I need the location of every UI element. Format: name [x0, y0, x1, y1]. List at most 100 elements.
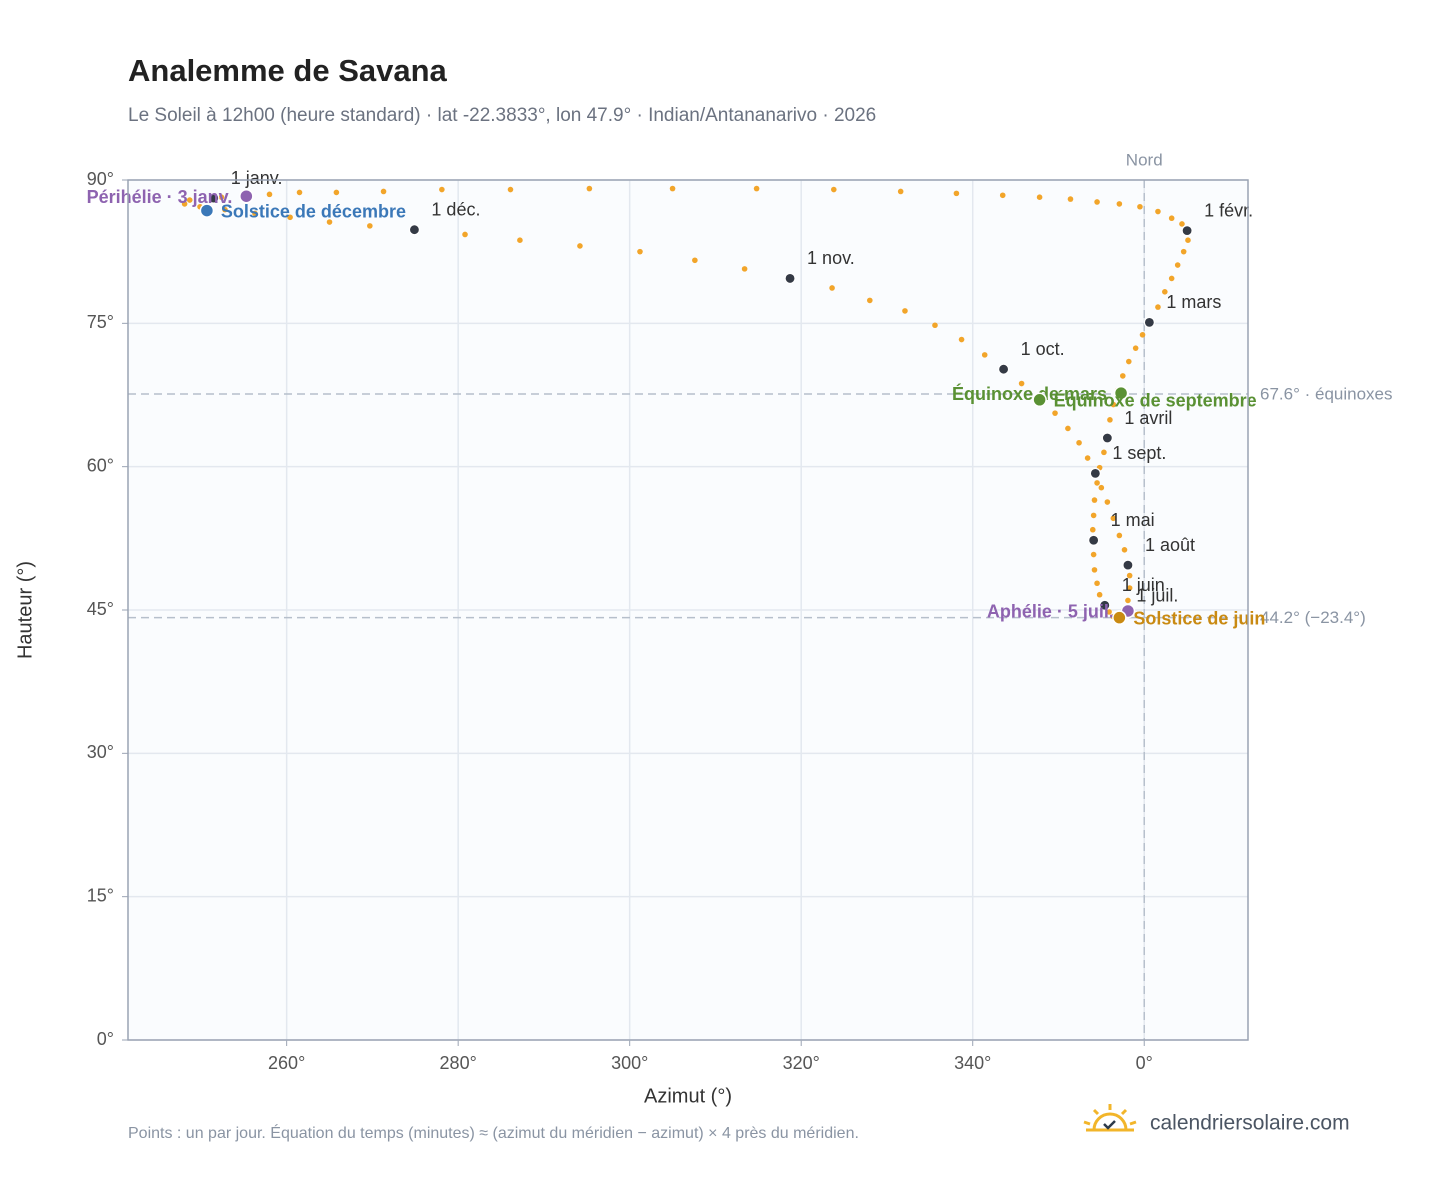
y-tick-label: 75°	[87, 312, 114, 332]
sun-position	[669, 185, 676, 192]
sun-position	[1090, 551, 1097, 558]
x-tick-label: 320°	[783, 1053, 820, 1073]
month-label: 1 avril	[1124, 408, 1172, 428]
month-label: 1 juin	[1122, 575, 1165, 595]
x-tick-label: 0°	[1136, 1053, 1153, 1073]
event-label: Équinoxe de septembre	[1054, 390, 1257, 411]
sun-position	[507, 186, 514, 193]
sun-position	[958, 336, 965, 343]
sun-position	[296, 189, 303, 196]
sun-position	[1168, 215, 1175, 222]
month-label: 1 août	[1145, 535, 1195, 555]
x-axis-title: Azimut (°)	[644, 1085, 732, 1107]
month-marker	[1122, 559, 1134, 571]
sun-position	[380, 188, 387, 195]
event-label: Aphélie · 5 juil.	[987, 602, 1114, 622]
month-marker	[408, 224, 421, 236]
sun-position	[637, 248, 643, 255]
event-label: Solstice de décembre	[221, 201, 406, 221]
sun-position	[1174, 262, 1181, 268]
month-marker	[1181, 225, 1193, 237]
sun-position	[1155, 208, 1161, 215]
month-label: 1 nov.	[807, 248, 855, 268]
sun-position	[517, 237, 523, 243]
footnote: Points : un par jour. Équation du temps …	[128, 1123, 859, 1142]
sun-position	[1018, 380, 1025, 387]
sun-position	[1065, 425, 1071, 432]
month-marker	[997, 363, 1010, 375]
month-label: 1 mars	[1166, 292, 1221, 312]
x-tick-label: 260°	[268, 1053, 305, 1073]
sun-position	[829, 285, 835, 291]
month-label: 1 sept.	[1112, 443, 1166, 463]
x-tick-label: 300°	[611, 1053, 648, 1073]
month-marker	[1088, 534, 1100, 546]
sun-position	[1116, 201, 1123, 207]
sun-position	[1107, 417, 1113, 423]
sun-position	[741, 266, 748, 272]
event-marker	[1032, 392, 1047, 408]
month-label: 1 oct.	[1021, 339, 1065, 359]
event-marker	[1112, 610, 1127, 625]
event-label: Périhélie · 3 janv.	[87, 187, 233, 207]
reference-label: 67.6° · équinoxes	[1260, 385, 1393, 404]
month-label: 1 mai	[1111, 510, 1155, 530]
y-tick-label: 90°	[87, 169, 114, 189]
sun-position	[1137, 203, 1143, 210]
sun-position	[1125, 358, 1132, 365]
month-marker	[1099, 599, 1111, 611]
chart-title: Analemme de Savana	[128, 53, 448, 88]
sun-position	[1185, 237, 1191, 243]
sun-position	[1110, 515, 1117, 522]
sun-position	[1126, 585, 1133, 591]
event-label: Solstice de juin	[1133, 608, 1265, 628]
sun-position	[830, 186, 837, 193]
sun-position	[1119, 373, 1126, 379]
month-marker	[784, 272, 796, 285]
sun-position	[1067, 196, 1074, 202]
sun-position	[1168, 275, 1175, 282]
sun-position	[1090, 512, 1097, 519]
reference-label: 44.2° (−23.4°)	[1260, 608, 1366, 627]
month-marker	[1101, 432, 1113, 444]
sun-position	[1052, 410, 1058, 416]
sun-position	[439, 186, 445, 193]
sun-position	[692, 257, 698, 264]
month-marker	[1143, 316, 1155, 328]
sun-position	[953, 190, 960, 197]
month-label: 1 déc.	[431, 199, 480, 219]
sun-position	[266, 191, 273, 198]
month-label: 1 juil.	[1136, 585, 1178, 605]
sun-position	[1121, 547, 1128, 553]
y-tick-label: 45°	[87, 599, 114, 619]
sun-position	[1096, 591, 1103, 598]
y-axis-title: Hauteur (°)	[14, 561, 36, 659]
sun-position	[1091, 497, 1098, 503]
sun-position	[1180, 248, 1187, 255]
sun-position	[181, 201, 188, 207]
sun-position	[897, 188, 904, 195]
sun-position	[186, 197, 193, 203]
sun-position	[326, 219, 333, 225]
sun-position	[999, 192, 1006, 199]
sun-position	[287, 214, 293, 221]
sun-position	[1106, 609, 1112, 615]
brand-logo	[1083, 1104, 1137, 1132]
sun-position	[462, 231, 468, 238]
sun-position	[252, 210, 258, 217]
meridian-label: Nord	[1126, 150, 1163, 169]
sun-position	[586, 185, 593, 192]
sun-position	[1110, 401, 1117, 408]
event-label: Équinoxe de mars	[952, 383, 1107, 404]
sun-position	[1084, 455, 1091, 461]
sun-position	[333, 189, 340, 196]
sun-position	[902, 308, 908, 314]
sun-position	[867, 297, 873, 304]
sun-position	[1076, 439, 1082, 446]
sun-position	[1104, 499, 1111, 505]
plot-border	[127, 179, 1249, 1041]
sun-position	[981, 352, 988, 358]
month-label: 1 févr.	[1204, 200, 1253, 220]
brand: calendriersolaire.com	[1150, 1112, 1350, 1135]
sun-position	[1101, 449, 1107, 456]
